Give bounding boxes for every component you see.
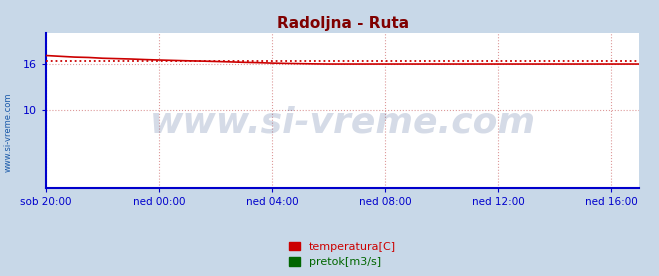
Text: www.si-vreme.com: www.si-vreme.com	[150, 106, 536, 140]
Title: Radoljna - Ruta: Radoljna - Ruta	[277, 15, 409, 31]
Legend: temperatura[C], pretok[m3/s]: temperatura[C], pretok[m3/s]	[285, 237, 401, 272]
Text: www.si-vreme.com: www.si-vreme.com	[3, 93, 13, 172]
